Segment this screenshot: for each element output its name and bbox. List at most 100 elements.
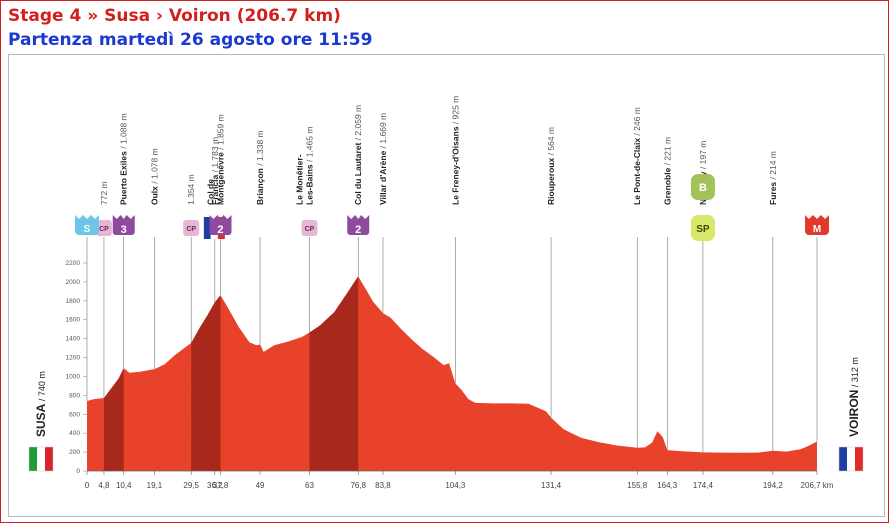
- marker-name: Villar d'Arène / 1.669 m: [378, 113, 388, 205]
- marker-name: Montgenèvre / 1.859 m: [215, 114, 225, 205]
- x-tick-label: 29,5: [183, 481, 199, 490]
- sprint-badge: [690, 215, 715, 241]
- marker-name: Riouperoux / 564 m: [546, 127, 556, 205]
- start-flag-stripe: [29, 447, 37, 471]
- marker-label-group: Le Monêtier- Les-Bains / 1.465 m: [294, 127, 314, 205]
- start-flag-stripe: [37, 447, 45, 471]
- page-title: Stage 4 » Susa › Voiron (206.7 km): [8, 6, 341, 26]
- marker-name: Noyarey / 197 m: [698, 141, 708, 205]
- y-tick-label: 400: [69, 430, 80, 437]
- marker-label-group: Col du Lautaret / 2.059 m: [353, 105, 363, 205]
- marker-name: Le Freney-d'Oisans / 925 m: [450, 96, 460, 205]
- marker-label-group: Col de Montgenèvre / 1.859 m: [205, 114, 225, 205]
- marker-label-group: Fures / 214 m: [768, 151, 778, 205]
- marker-altitude: / 1.078 m: [149, 148, 159, 186]
- marker-label-group: Noyarey / 197 m: [698, 141, 708, 205]
- marker-altitude: / 1.338 m: [255, 130, 265, 168]
- x-tick-label: 4,8: [98, 481, 110, 490]
- climb-segment: [309, 276, 359, 471]
- x-tick-label: 76,8: [350, 481, 366, 490]
- finish-flag-stripe: [839, 447, 847, 471]
- y-tick-label: 1600: [66, 317, 81, 324]
- finish-badge: [805, 215, 829, 235]
- cp-badge: [301, 220, 318, 236]
- x-tick-label: 36,2: [207, 481, 223, 490]
- x-tick-label: 49: [256, 481, 265, 490]
- marker-altitude: / 564 m: [546, 127, 556, 158]
- finish-flag-border: [838, 446, 864, 472]
- marker-label-group: Briançon / 1.338 m: [255, 130, 265, 205]
- cp-badge: [95, 220, 112, 236]
- climb-category-badge: [347, 215, 370, 235]
- start-flag-border: [28, 446, 54, 472]
- y-tick-label: 200: [69, 449, 80, 456]
- y-tick-label: 2000: [66, 279, 81, 286]
- marker-altitude: / 197 m: [698, 141, 708, 172]
- x-tick-label: 155,8: [627, 481, 648, 490]
- finish-label: VOIRON / 312 m: [847, 357, 861, 437]
- y-tick-label: 2200: [66, 260, 81, 267]
- marker-altitude: / 1.669 m: [378, 113, 388, 151]
- marker-name: 772 m: [99, 181, 109, 205]
- marker-label-group: Le Pont-de-Claix / 246 m: [632, 107, 642, 205]
- y-tick-label: 0: [76, 468, 80, 475]
- x-tick-label: 19,1: [147, 481, 163, 490]
- page-subtitle: Partenza martedì 26 agosto ore 11:59: [8, 30, 373, 50]
- finish-name: VOIRON / 312 m: [847, 357, 861, 437]
- climb-category-text: 3: [121, 224, 127, 236]
- marker-name: Francia / 1.783 m: [210, 137, 220, 205]
- y-tick-label: 600: [69, 411, 80, 418]
- start-flag-stripe: [45, 447, 53, 471]
- elevation-profile: [87, 276, 817, 471]
- x-tick-label: 174,4: [693, 481, 714, 490]
- marker-label-group: Riouperoux / 564 m: [546, 127, 556, 205]
- marker-altitude: / 246 m: [632, 107, 642, 138]
- marker-altitude: / 1.783 m: [210, 137, 220, 175]
- marker-name: Le Monêtier-: [294, 154, 304, 205]
- x-tick-label: 83,8: [375, 481, 391, 490]
- marker-label-group: Puerto Exiles / 1.088 m: [119, 113, 129, 205]
- start-badge: [75, 215, 99, 235]
- marker-name: Col du Lautaret / 2.059 m: [353, 105, 363, 205]
- cp-badge-text: CP: [99, 226, 109, 233]
- sprint-badge-text: SP: [696, 224, 710, 235]
- marker-name: Oulx / 1.078 m: [149, 148, 159, 205]
- marker-altitude: / 2.059 m: [353, 105, 363, 143]
- bonus-badge: [690, 174, 715, 200]
- start-name: SUSA / 740 m: [34, 371, 48, 437]
- climb-category-badge: [112, 215, 135, 235]
- y-tick-label: 800: [69, 392, 80, 399]
- flag-blue: [203, 217, 211, 239]
- marker-altitude: / 925 m: [450, 96, 460, 127]
- cp-badge-text: CP: [305, 226, 315, 233]
- y-tick-label: 1000: [66, 373, 81, 380]
- cp-badge-text: CP: [186, 226, 196, 233]
- marker-label-group: Grenoble / 221 m: [662, 137, 672, 205]
- marker-altitude: 1.354 m: [186, 174, 196, 205]
- y-tick-label: 1200: [66, 355, 81, 362]
- marker-label-group: Francia / 1.783 m: [210, 137, 220, 205]
- finish-flag-stripe: [855, 447, 863, 471]
- marker-name: Puerto Exiles / 1.088 m: [119, 113, 129, 205]
- marker-name: Col de: [205, 179, 215, 205]
- marker-name: Les-Bains / 1.465 m: [304, 127, 314, 205]
- marker-name: Grenoble / 221 m: [662, 137, 672, 205]
- marker-name: 1.354 m: [186, 174, 196, 205]
- y-tick-label: 1800: [66, 298, 81, 305]
- finish-badge-text: M: [813, 224, 821, 235]
- marker-altitude: / 1.088 m: [119, 113, 129, 151]
- marker-altitude: 772 m: [99, 181, 109, 205]
- marker-label-group: Villar d'Arène / 1.669 m: [378, 113, 388, 205]
- x-tick-label: 0: [85, 481, 90, 490]
- x-tick-label: 10,4: [116, 481, 132, 490]
- marker-label-group: Le Freney-d'Oisans / 925 m: [450, 96, 460, 205]
- climb-category-badge: [209, 215, 232, 235]
- climb-segment: [191, 295, 221, 471]
- marker-label-group: 1.354 m: [186, 174, 196, 205]
- marker-name: Briançon / 1.338 m: [255, 130, 265, 205]
- x-tick-label: 206,7 km: [801, 481, 834, 490]
- x-tick-label: 63: [305, 481, 314, 490]
- marker-label-group: 772 m: [99, 181, 109, 205]
- marker-name: Fures / 214 m: [768, 151, 778, 205]
- marker-label-group: Oulx / 1.078 m: [149, 148, 159, 205]
